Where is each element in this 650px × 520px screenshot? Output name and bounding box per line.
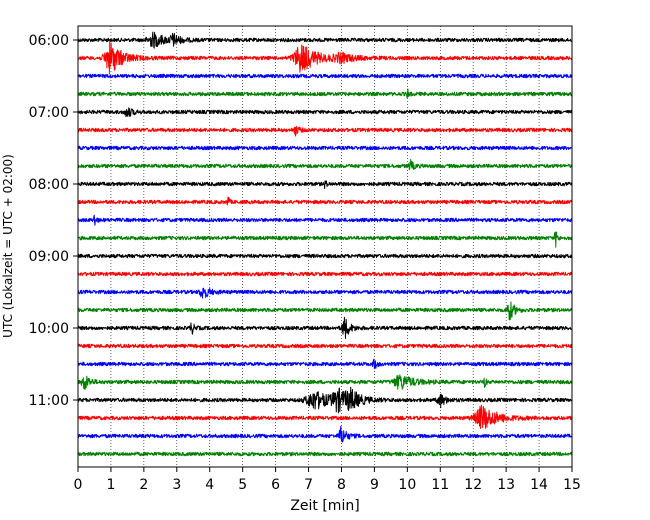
trace-0615 xyxy=(77,40,573,75)
trace-0730 xyxy=(77,145,573,151)
trace-1130 xyxy=(77,425,573,443)
trace-0915 xyxy=(77,271,573,277)
x-tick-label-13: 13 xyxy=(497,477,515,493)
x-tick-label-6: 6 xyxy=(271,477,280,493)
trace-0800 xyxy=(77,180,573,190)
trace-0900 xyxy=(77,253,573,259)
y-tick-label-3: 09:00 xyxy=(29,249,69,265)
x-tick-label-5: 5 xyxy=(238,477,247,493)
trace-1115 xyxy=(77,404,573,430)
plot-area xyxy=(78,26,572,467)
y-tick-label-1: 07:00 xyxy=(29,105,69,121)
trace-1045 xyxy=(77,374,573,390)
trace-0630 xyxy=(77,73,573,79)
x-tick-label-11: 11 xyxy=(431,477,449,493)
y-ticks: 06:00 07:00 08:00 09:00 10:00 11:00 xyxy=(29,33,78,409)
x-tick-label-10: 10 xyxy=(398,477,416,493)
trace-0845 xyxy=(77,231,573,248)
y-tick-label-2: 08:00 xyxy=(29,177,69,193)
trace-0715 xyxy=(77,125,573,137)
x-tick-label-9: 9 xyxy=(370,477,379,493)
trace-0830 xyxy=(77,214,573,226)
trace-1100 xyxy=(77,386,573,414)
trace-1145 xyxy=(77,451,573,457)
trace-1030 xyxy=(77,358,573,370)
x-tick-label-14: 14 xyxy=(530,477,548,493)
x-tick-label-12: 12 xyxy=(464,477,482,493)
x-ticks: 0 1 2 3 4 5 6 7 8 9 10 11 12 13 14 15 xyxy=(74,467,581,493)
trace-0600 xyxy=(77,31,573,49)
x-tick-label-4: 4 xyxy=(205,477,214,493)
x-tick-label-0: 0 xyxy=(74,477,83,493)
y-axis-label: UTC (Lokalzeit = UTC + 02:00) xyxy=(1,154,15,338)
x-tick-label-7: 7 xyxy=(304,477,313,493)
trace-0815 xyxy=(77,196,573,206)
y-tick-label-5: 11:00 xyxy=(29,393,69,409)
x-tick-label-15: 15 xyxy=(563,477,581,493)
trace-0700 xyxy=(77,107,573,118)
trace-1000 xyxy=(77,316,573,340)
trace-0645 xyxy=(77,88,573,99)
x-axis-label: Zeit [min] xyxy=(290,498,359,514)
trace-0745 xyxy=(77,159,573,171)
trace-0945 xyxy=(77,301,573,321)
x-tick-label-2: 2 xyxy=(139,477,148,493)
traces-group xyxy=(77,31,573,457)
x-tick-label-3: 3 xyxy=(172,477,181,493)
trace-1015 xyxy=(77,343,573,349)
y-tick-label-0: 06:00 xyxy=(29,33,69,49)
x-tick-label-1: 1 xyxy=(106,477,115,493)
y-tick-label-4: 10:00 xyxy=(29,321,69,337)
plot-frame xyxy=(77,25,573,468)
x-tick-label-8: 8 xyxy=(337,477,346,493)
trace-0930 xyxy=(77,287,573,299)
